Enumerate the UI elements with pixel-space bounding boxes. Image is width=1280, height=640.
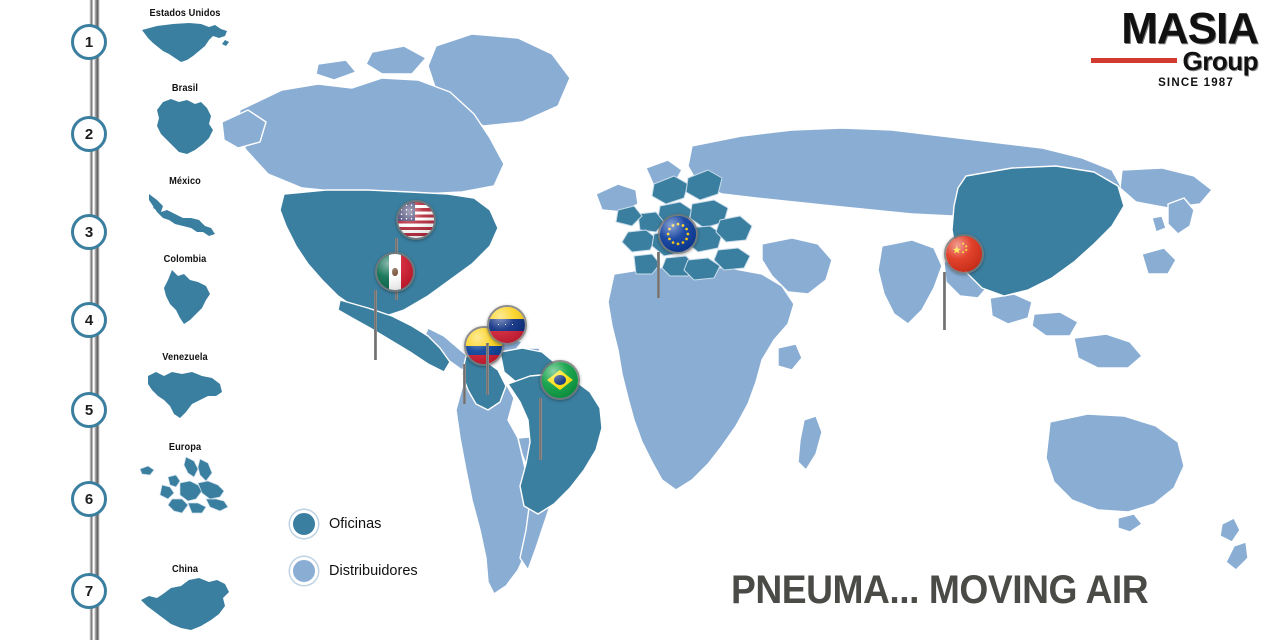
europe-flag-icon (658, 214, 698, 254)
timeline-node-4[interactable]: 4 (71, 302, 107, 338)
sidebar-label-4: Colombia (163, 253, 207, 265)
sidebar-label-7: China (171, 563, 199, 575)
timeline-node-1[interactable]: 1 (71, 24, 107, 60)
timeline-node-4-number: 4 (84, 311, 94, 329)
timeline-node-6-number: 6 (84, 490, 94, 508)
timeline-node-5-number: 5 (84, 401, 94, 419)
timeline-node-6[interactable]: 6 (71, 481, 107, 517)
sidebar-shape-venezuela (110, 366, 260, 424)
timeline-node-7-number: 7 (84, 582, 94, 600)
usa-flag-icon (396, 200, 436, 240)
sidebar-shape-brasil (110, 96, 260, 158)
legend-item-oficinas: Oficinas (290, 510, 418, 538)
logo-brand-suffix: Group (1182, 45, 1259, 76)
sidebar-shape-europa (110, 455, 260, 517)
timeline-node-7[interactable]: 7 (71, 573, 107, 609)
legend-swatch-oficinas-icon (290, 510, 318, 538)
sidebar-label-1: Estados Unidos (149, 7, 221, 19)
logo-red-bar (1090, 58, 1177, 64)
brazil-flag-icon (540, 360, 580, 400)
legend-item-distribuidores: Distribuidores (290, 557, 418, 585)
masia-group-logo: MASIA Group SINCE 1987 (1066, 4, 1259, 89)
sidebar-shape-china (110, 576, 260, 634)
timeline-node-5[interactable]: 5 (71, 392, 107, 428)
sidebar-label-5: Venezuela (162, 351, 208, 363)
timeline-node-2-number: 2 (84, 125, 94, 143)
timeline-node-2[interactable]: 2 (71, 116, 107, 152)
legend-swatch-distribuidores-icon (290, 557, 318, 585)
legend-label-distribuidores: Distribuidores (329, 563, 418, 579)
legend-label-oficinas: Oficinas (329, 516, 382, 532)
sidebar-shape-estados-unidos (110, 18, 260, 70)
timeline-node-3-number: 3 (84, 223, 94, 241)
sidebar-label-2: Brasil (171, 82, 199, 94)
timeline-node-1-number: 1 (84, 33, 94, 51)
sidebar-shape-mexico (110, 188, 260, 244)
logo-since-text: SINCE 1987 (1158, 76, 1234, 89)
tagline: PNEUMA... MOVING AIR (731, 568, 1149, 612)
colombia-flag-icon (464, 326, 504, 366)
mexico-flag-icon (375, 252, 415, 292)
sidebar-shape-colombia (110, 266, 260, 328)
sidebar-label-3: México (169, 175, 201, 187)
timeline-node-3[interactable]: 3 (71, 214, 107, 250)
logo-brand-name: MASIA (1121, 4, 1259, 53)
china-flag-icon (944, 234, 984, 274)
venezuela-flag-icon (487, 305, 527, 345)
sidebar-label-6: Europa (168, 441, 202, 453)
map-legend: Oficinas Distribuidores (290, 510, 418, 604)
